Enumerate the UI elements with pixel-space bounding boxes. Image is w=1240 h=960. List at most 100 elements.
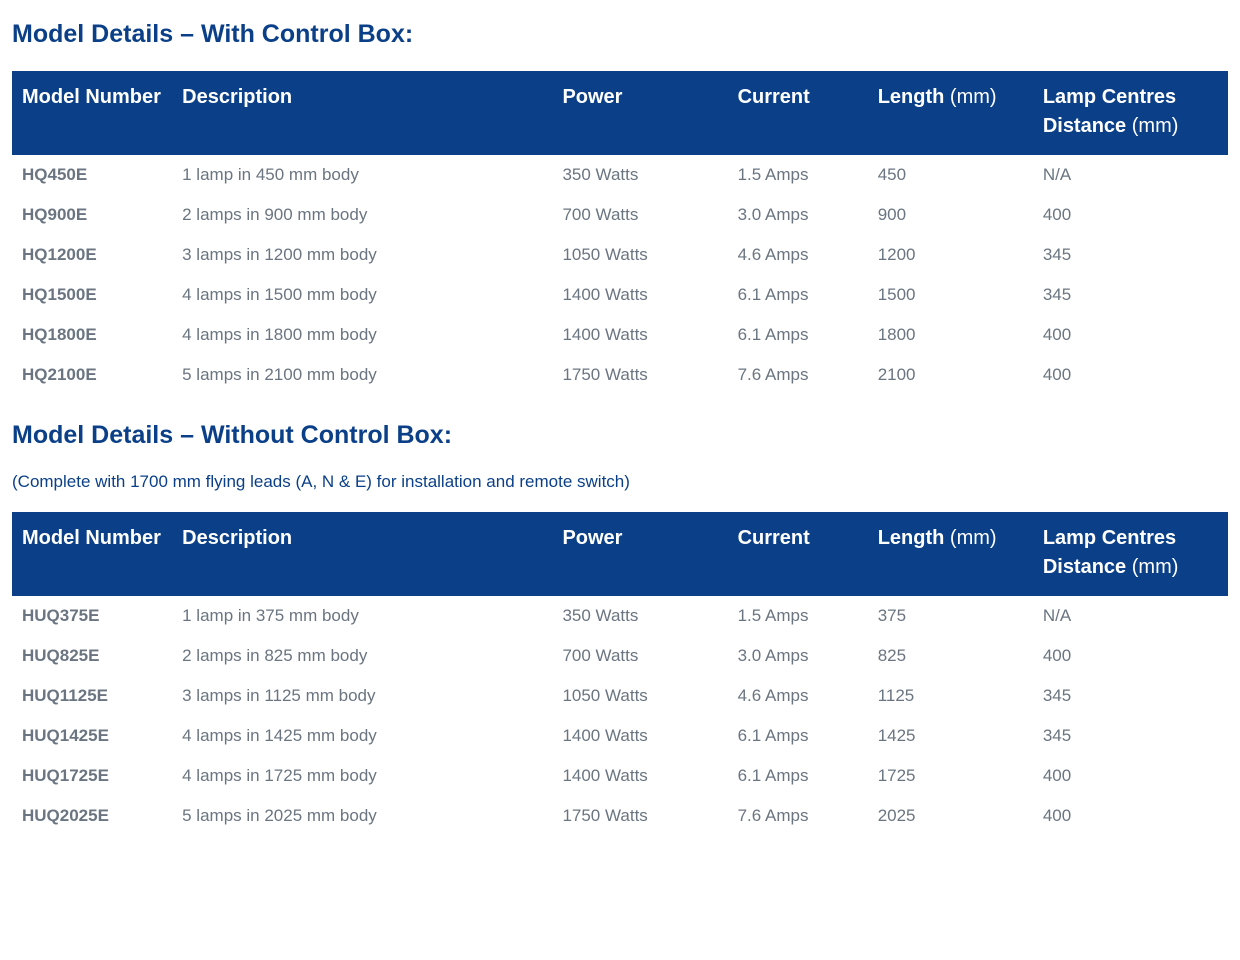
- cell-dist: 345: [1033, 275, 1228, 315]
- cell-dist: 400: [1033, 756, 1228, 796]
- cell-current: 4.6 Amps: [728, 676, 868, 716]
- cell-current: 6.1 Amps: [728, 716, 868, 756]
- cell-model: HUQ1425E: [12, 716, 172, 756]
- table-header: Model Number Description Power Current L…: [12, 512, 1228, 596]
- col-dist: Lamp Centres Distance (mm): [1033, 71, 1228, 155]
- table-row: HQ1800E4 lamps in 1800 mm body1400 Watts…: [12, 315, 1228, 355]
- table-row: HUQ1425E4 lamps in 1425 mm body1400 Watt…: [12, 716, 1228, 756]
- col-current: Current: [728, 71, 868, 155]
- col-current: Current: [728, 512, 868, 596]
- cell-model: HUQ1125E: [12, 676, 172, 716]
- cell-current: 3.0 Amps: [728, 636, 868, 676]
- cell-dist: 400: [1033, 315, 1228, 355]
- cell-desc: 4 lamps in 1800 mm body: [172, 315, 552, 355]
- cell-power: 1050 Watts: [552, 235, 727, 275]
- cell-length: 1125: [868, 676, 1033, 716]
- col-model: Model Number: [12, 71, 172, 155]
- cell-length: 1800: [868, 315, 1033, 355]
- cell-desc: 3 lamps in 1125 mm body: [172, 676, 552, 716]
- cell-dist: 400: [1033, 195, 1228, 235]
- cell-power: 1400 Watts: [552, 756, 727, 796]
- cell-current: 1.5 Amps: [728, 596, 868, 636]
- cell-power: 700 Watts: [552, 636, 727, 676]
- cell-dist: 400: [1033, 355, 1228, 395]
- cell-model: HUQ825E: [12, 636, 172, 676]
- cell-desc: 2 lamps in 900 mm body: [172, 195, 552, 235]
- cell-dist: N/A: [1033, 155, 1228, 195]
- col-dist: Lamp Centres Distance (mm): [1033, 512, 1228, 596]
- table-row: HUQ825E2 lamps in 825 mm body700 Watts3.…: [12, 636, 1228, 676]
- cell-power: 1400 Watts: [552, 275, 727, 315]
- table-without-control-box: Model Number Description Power Current L…: [12, 512, 1228, 836]
- table-row: HQ1200E3 lamps in 1200 mm body1050 Watts…: [12, 235, 1228, 275]
- cell-length: 1500: [868, 275, 1033, 315]
- cell-length: 450: [868, 155, 1033, 195]
- col-power: Power: [552, 71, 727, 155]
- cell-desc: 5 lamps in 2100 mm body: [172, 355, 552, 395]
- section-subtitle: (Complete with 1700 mm flying leads (A, …: [12, 472, 1228, 492]
- cell-model: HQ450E: [12, 155, 172, 195]
- cell-desc: 2 lamps in 825 mm body: [172, 636, 552, 676]
- col-desc: Description: [172, 512, 552, 596]
- cell-dist: 345: [1033, 676, 1228, 716]
- cell-current: 6.1 Amps: [728, 275, 868, 315]
- col-power: Power: [552, 512, 727, 596]
- cell-desc: 4 lamps in 1725 mm body: [172, 756, 552, 796]
- cell-length: 2025: [868, 796, 1033, 836]
- cell-model: HUQ1725E: [12, 756, 172, 796]
- table-row: HUQ1125E3 lamps in 1125 mm body1050 Watt…: [12, 676, 1228, 716]
- cell-model: HQ1800E: [12, 315, 172, 355]
- table-row: HQ1500E4 lamps in 1500 mm body1400 Watts…: [12, 275, 1228, 315]
- cell-power: 1750 Watts: [552, 796, 727, 836]
- cell-model: HQ900E: [12, 195, 172, 235]
- cell-dist: 400: [1033, 796, 1228, 836]
- cell-power: 1400 Watts: [552, 315, 727, 355]
- col-length: Length (mm): [868, 71, 1033, 155]
- cell-desc: 5 lamps in 2025 mm body: [172, 796, 552, 836]
- cell-current: 1.5 Amps: [728, 155, 868, 195]
- cell-length: 1725: [868, 756, 1033, 796]
- cell-model: HUQ375E: [12, 596, 172, 636]
- table-header: Model Number Description Power Current L…: [12, 71, 1228, 155]
- col-length: Length (mm): [868, 512, 1033, 596]
- cell-current: 3.0 Amps: [728, 195, 868, 235]
- cell-model: HQ2100E: [12, 355, 172, 395]
- table-row: HUQ2025E5 lamps in 2025 mm body1750 Watt…: [12, 796, 1228, 836]
- cell-model: HQ1200E: [12, 235, 172, 275]
- cell-desc: 1 lamp in 450 mm body: [172, 155, 552, 195]
- table-row: HQ450E1 lamp in 450 mm body350 Watts1.5 …: [12, 155, 1228, 195]
- table-row: HQ2100E5 lamps in 2100 mm body1750 Watts…: [12, 355, 1228, 395]
- cell-model: HQ1500E: [12, 275, 172, 315]
- cell-dist: 345: [1033, 235, 1228, 275]
- cell-current: 4.6 Amps: [728, 235, 868, 275]
- cell-length: 2100: [868, 355, 1033, 395]
- table-row: HQ900E2 lamps in 900 mm body700 Watts3.0…: [12, 195, 1228, 235]
- cell-power: 700 Watts: [552, 195, 727, 235]
- cell-dist: 400: [1033, 636, 1228, 676]
- cell-length: 900: [868, 195, 1033, 235]
- table-with-control-box: Model Number Description Power Current L…: [12, 71, 1228, 395]
- cell-power: 350 Watts: [552, 596, 727, 636]
- table-row: HUQ1725E4 lamps in 1725 mm body1400 Watt…: [12, 756, 1228, 796]
- cell-desc: 1 lamp in 375 mm body: [172, 596, 552, 636]
- cell-length: 825: [868, 636, 1033, 676]
- table-row: HUQ375E1 lamp in 375 mm body350 Watts1.5…: [12, 596, 1228, 636]
- col-desc: Description: [172, 71, 552, 155]
- cell-dist: 345: [1033, 716, 1228, 756]
- cell-length: 1425: [868, 716, 1033, 756]
- cell-power: 350 Watts: [552, 155, 727, 195]
- cell-power: 1050 Watts: [552, 676, 727, 716]
- col-model: Model Number: [12, 512, 172, 596]
- cell-power: 1400 Watts: [552, 716, 727, 756]
- cell-length: 1200: [868, 235, 1033, 275]
- cell-power: 1750 Watts: [552, 355, 727, 395]
- cell-length: 375: [868, 596, 1033, 636]
- cell-desc: 3 lamps in 1200 mm body: [172, 235, 552, 275]
- cell-desc: 4 lamps in 1500 mm body: [172, 275, 552, 315]
- cell-current: 6.1 Amps: [728, 756, 868, 796]
- cell-current: 7.6 Amps: [728, 796, 868, 836]
- cell-desc: 4 lamps in 1425 mm body: [172, 716, 552, 756]
- section-title-without-control-box: Model Details – Without Control Box:: [12, 421, 1228, 450]
- cell-dist: N/A: [1033, 596, 1228, 636]
- section-title-with-control-box: Model Details – With Control Box:: [12, 20, 1228, 49]
